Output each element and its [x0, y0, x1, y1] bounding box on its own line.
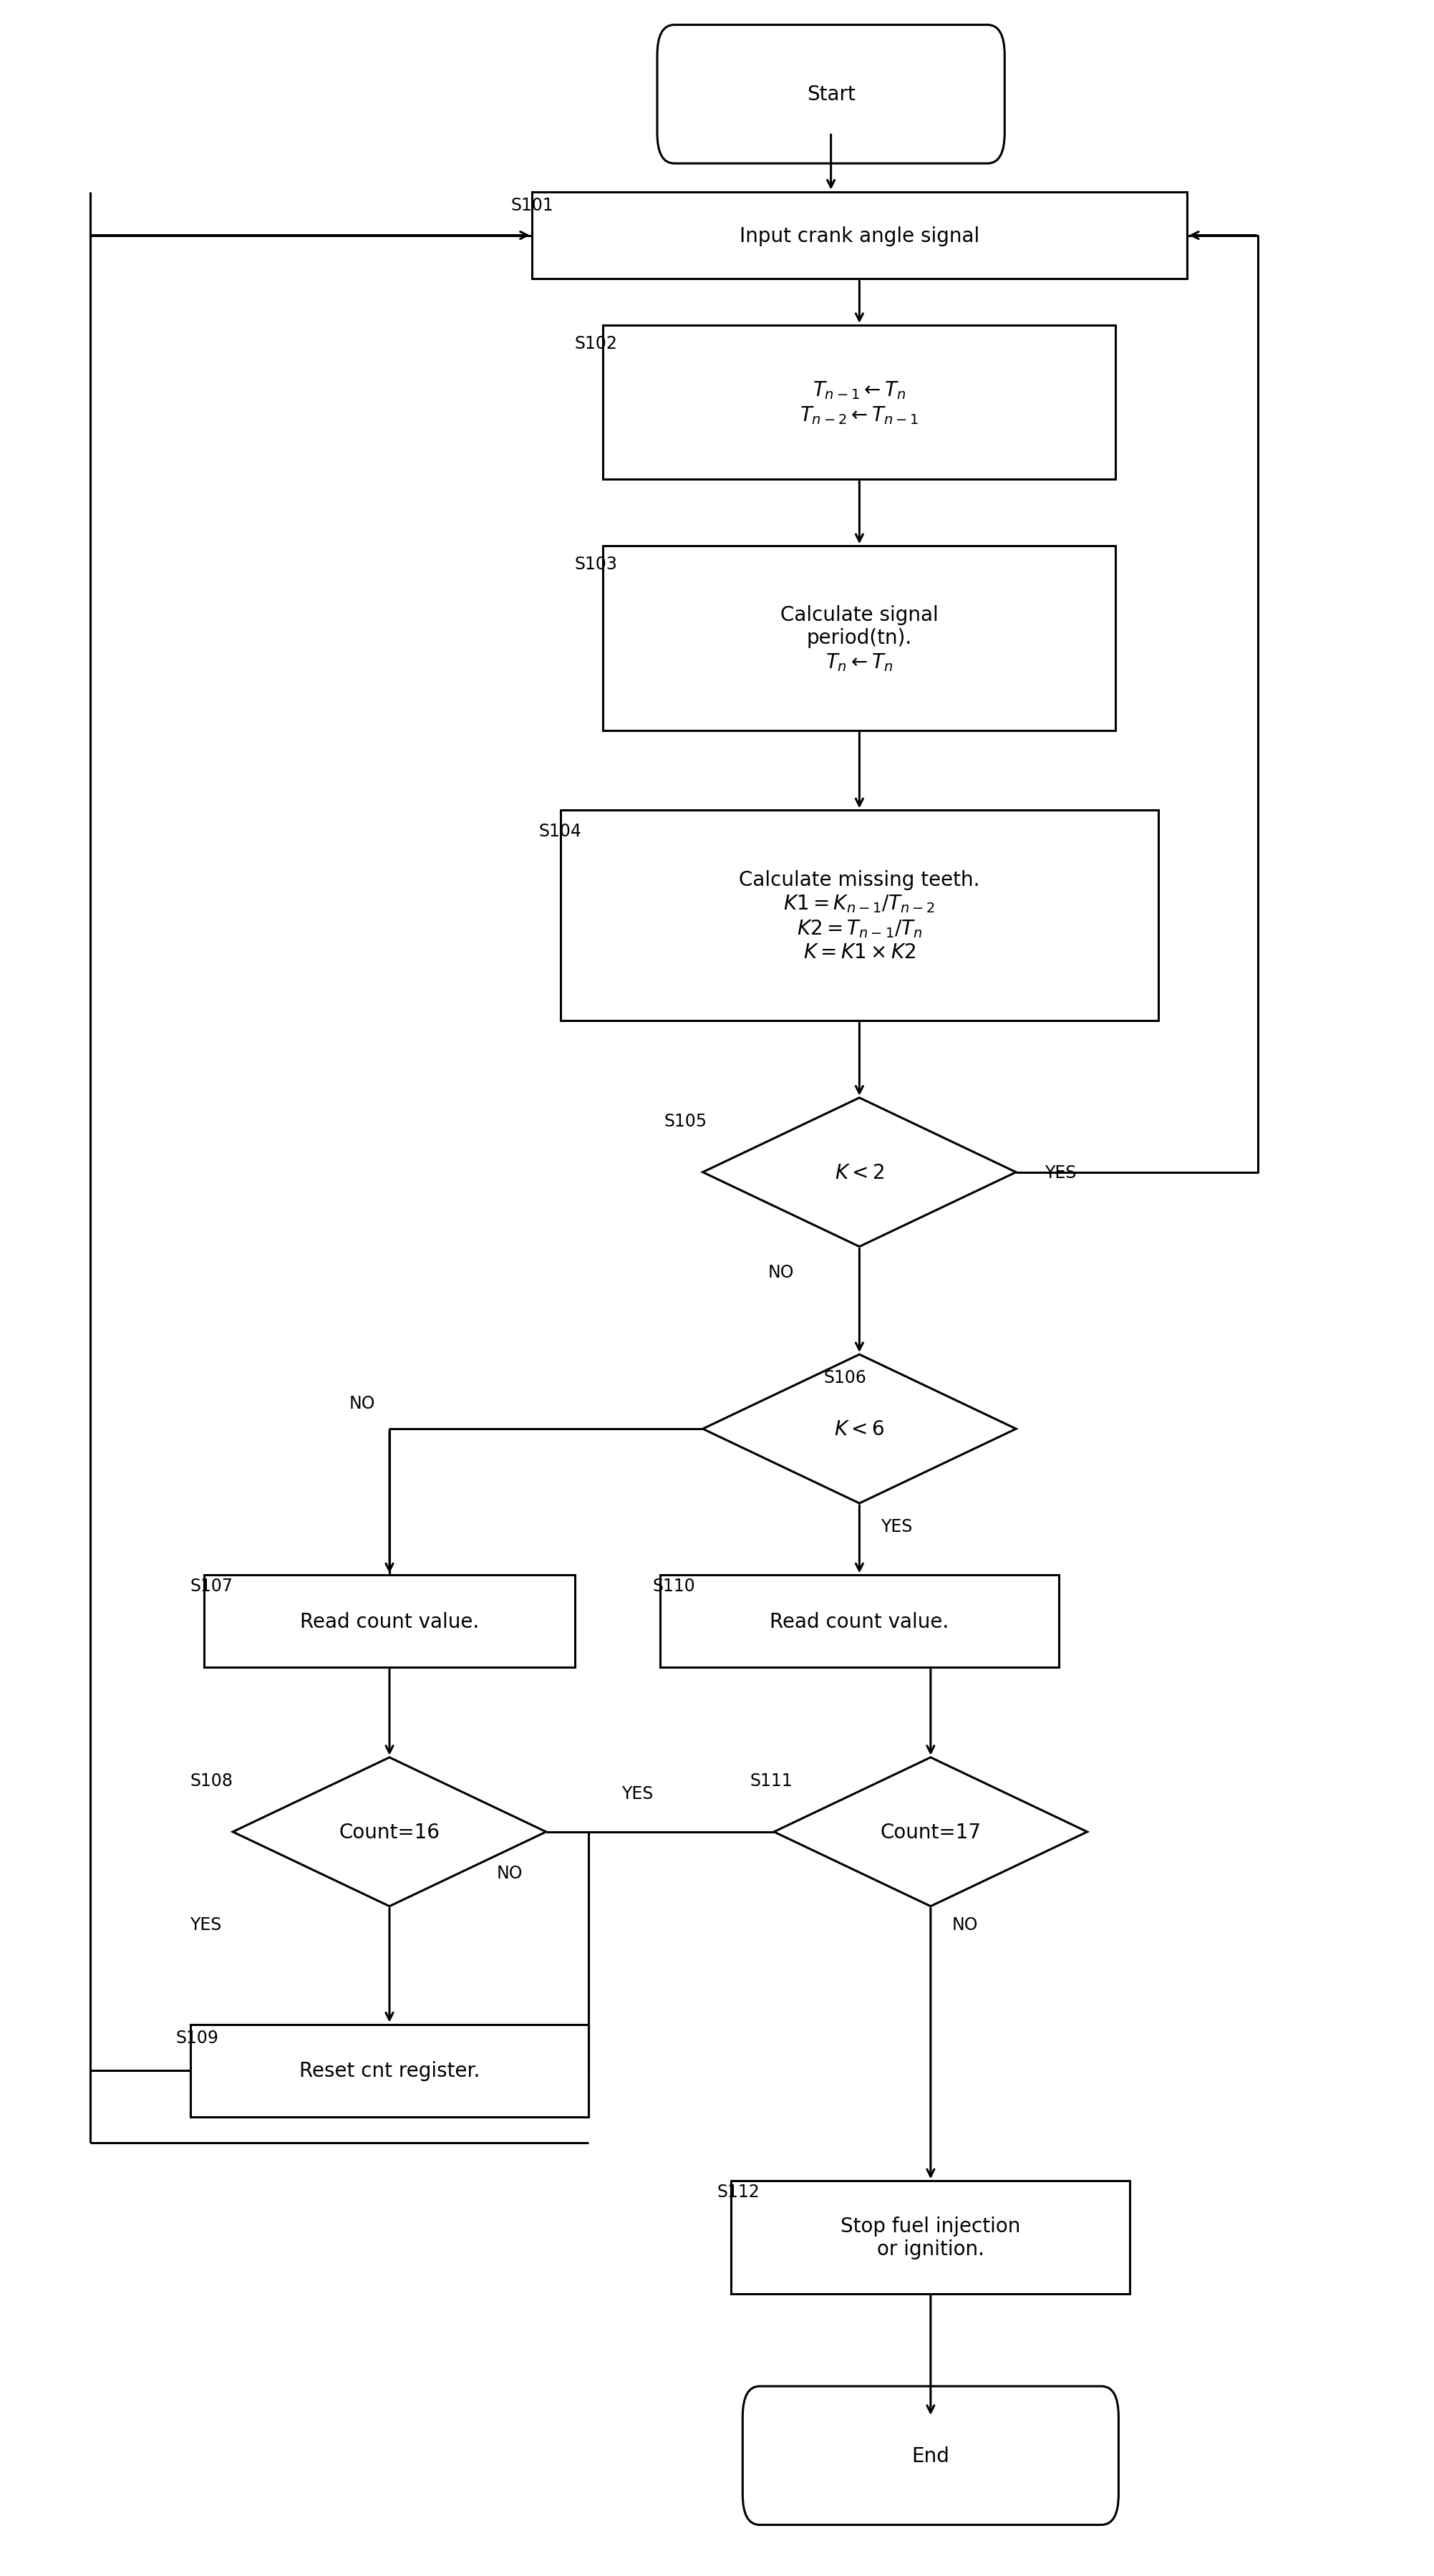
Text: Count=16: Count=16: [338, 1821, 440, 1842]
Polygon shape: [774, 1757, 1087, 1906]
Text: Calculate signal
period(tn).
$T_n\leftarrow T_n$: Calculate signal period(tn). $T_n\leftar…: [780, 605, 938, 672]
Text: Count=17: Count=17: [880, 1821, 981, 1842]
Bar: [532, 193, 1187, 281]
Bar: [731, 2182, 1130, 2293]
Polygon shape: [232, 1757, 546, 1906]
Text: $K<6$: $K<6$: [835, 1419, 885, 1440]
Bar: [660, 1577, 1058, 1667]
Text: Calculate missing teeth.
$K1=K_{n-1}/T_{n-2}$
$K2=T_{n-1}/T_n$
$K=K1\times K2$: Calculate missing teeth. $K1=K_{n-1}/T_{…: [739, 871, 979, 963]
Text: S102: S102: [575, 335, 618, 353]
Text: NO: NO: [952, 1917, 978, 1932]
Polygon shape: [703, 1355, 1017, 1504]
Text: Stop fuel injection
or ignition.: Stop fuel injection or ignition.: [840, 2215, 1021, 2259]
Text: S111: S111: [750, 1772, 793, 1790]
Polygon shape: [703, 1097, 1017, 1247]
Bar: [604, 325, 1116, 479]
Text: S107: S107: [191, 1577, 232, 1595]
Text: S105: S105: [664, 1113, 707, 1131]
Text: NO: NO: [769, 1265, 794, 1280]
Text: S104: S104: [539, 822, 582, 840]
Text: S110: S110: [652, 1577, 695, 1595]
Text: S103: S103: [575, 556, 618, 572]
Text: S112: S112: [717, 2182, 760, 2200]
Bar: [604, 546, 1116, 732]
Text: Read count value.: Read count value.: [770, 1613, 949, 1631]
Text: YES: YES: [621, 1785, 652, 1803]
FancyBboxPatch shape: [743, 2385, 1119, 2524]
Text: S101: S101: [511, 196, 554, 214]
Text: $T_{n-1}\leftarrow T_n$
$T_{n-2}\leftarrow T_{n-1}$: $T_{n-1}\leftarrow T_n$ $T_{n-2}\leftarr…: [800, 379, 919, 425]
Text: Start: Start: [807, 85, 855, 106]
Text: S109: S109: [176, 2030, 219, 2045]
Text: Input crank angle signal: Input crank angle signal: [740, 227, 979, 245]
Bar: [204, 1577, 575, 1667]
Text: YES: YES: [880, 1517, 912, 1535]
Bar: [561, 811, 1159, 1020]
Text: $K<2$: $K<2$: [835, 1162, 885, 1182]
Text: NO: NO: [348, 1394, 376, 1412]
FancyBboxPatch shape: [657, 26, 1005, 165]
Text: End: End: [912, 2445, 949, 2465]
Text: NO: NO: [496, 1865, 522, 1880]
Text: S108: S108: [191, 1772, 234, 1790]
Bar: [191, 2025, 589, 2117]
Text: YES: YES: [1044, 1164, 1077, 1182]
Text: S106: S106: [823, 1370, 866, 1386]
Text: Read count value.: Read count value.: [300, 1613, 479, 1631]
Text: Reset cnt register.: Reset cnt register.: [300, 2061, 480, 2081]
Text: YES: YES: [191, 1917, 222, 1932]
